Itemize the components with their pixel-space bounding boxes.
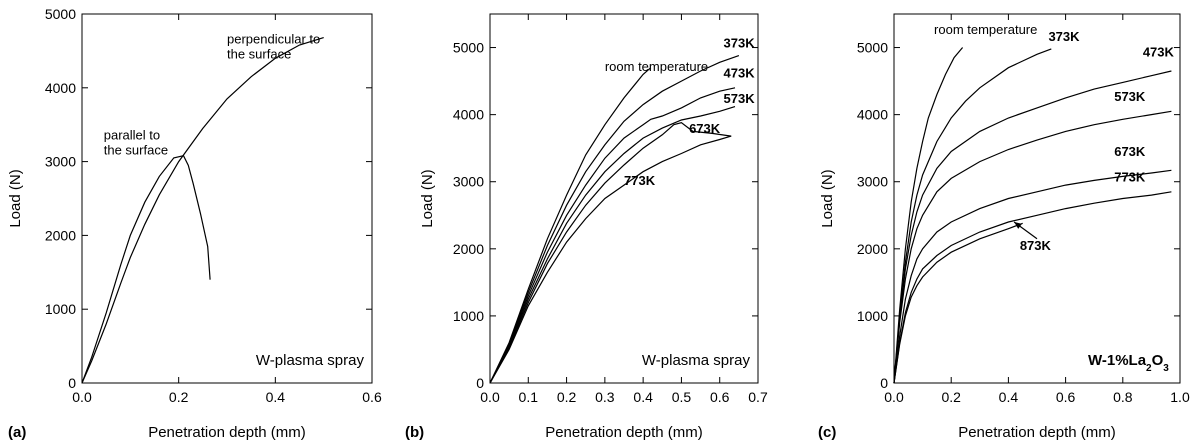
plot-frame xyxy=(489,13,759,384)
curve-annotation: perpendicular to the surface xyxy=(227,32,320,62)
y-tick-label: 2000 xyxy=(857,241,888,257)
series-line-473k xyxy=(893,70,1172,384)
chart-panel-a: 0.0 0.2 0.4 0.6 0 1000 2000 3000 4000 5000 Penetra… xyxy=(7,6,382,441)
y-tick-label: 0 xyxy=(880,375,888,391)
curve-annotation: 473K xyxy=(724,66,756,81)
curve-annotation: 573K xyxy=(1114,89,1146,104)
x-tick-label: 0.2 xyxy=(941,389,961,405)
y-tick-label: 5000 xyxy=(857,40,888,56)
curve-annotation: 773K xyxy=(624,173,656,188)
curve-annotation: 573K xyxy=(724,91,756,106)
y-tick-label: 3000 xyxy=(857,174,888,190)
series-line-673k xyxy=(893,169,1172,384)
x-tick-label: 0.6 xyxy=(362,389,382,405)
series-line-573k xyxy=(489,106,736,384)
y-axis-title: Load (N) xyxy=(819,169,836,227)
chart-panel-c: 0.0 0.2 0.4 0.6 0.8 1.0 0 1000 2000 3000 4000 5000 P… xyxy=(818,13,1190,441)
series-line-873k xyxy=(893,222,1023,384)
x-tick-label: 1.0 xyxy=(1170,389,1190,405)
x-tick-label: 0.1 xyxy=(519,389,539,405)
panel-label: (a) xyxy=(8,424,26,441)
y-tick-label: 3000 xyxy=(453,174,484,190)
x-tick-label: 0.6 xyxy=(710,389,730,405)
x-tick-label: 0.4 xyxy=(999,389,1019,405)
y-axis-title: Load (N) xyxy=(7,169,24,227)
chart-panel-b: 0.0 0.1 0.2 0.3 0.4 0.5 0.6 0.7 0 1000 2000 3000 400… xyxy=(405,13,768,441)
series-line-perpendicular-to-the-surface xyxy=(81,37,324,384)
x-tick-label: 0.3 xyxy=(595,389,615,405)
curve-annotation-line: perpendicular to xyxy=(227,32,320,47)
series-line-473k xyxy=(489,87,736,384)
plot-frame xyxy=(81,13,373,384)
series-line-673k xyxy=(489,122,732,384)
x-axis-title: Penetration depth (mm) xyxy=(148,424,306,441)
series-line-773k xyxy=(489,135,732,384)
inset-label: W-plasma spray xyxy=(642,352,751,369)
x-tick-label: 0.8 xyxy=(1113,389,1133,405)
curve-annotation: 673K xyxy=(1114,144,1146,159)
x-tick-label: 0.7 xyxy=(748,389,768,405)
y-tick-label: 5000 xyxy=(453,40,484,56)
x-tick-label: 0.0 xyxy=(480,389,500,405)
series-line-room-temperature xyxy=(893,47,964,384)
y-tick-label: 1000 xyxy=(45,301,76,317)
curve-annotation: room temperature xyxy=(934,22,1037,37)
curve-annotation: room temperature xyxy=(605,59,708,74)
curve-annotation: 673K xyxy=(689,121,721,136)
series-line-573k xyxy=(893,110,1172,384)
series-line-room-temperature xyxy=(489,67,652,384)
plot-frame xyxy=(893,13,1181,384)
y-tick-label: 1000 xyxy=(857,308,888,324)
curve-annotation-line: the surface xyxy=(227,47,291,62)
x-tick-label: 0.6 xyxy=(1056,389,1076,405)
x-tick-label: 0.5 xyxy=(672,389,692,405)
arrow-head xyxy=(1014,221,1022,229)
curve-annotation: 873K xyxy=(1020,238,1052,253)
y-tick-label: 5000 xyxy=(45,6,76,22)
x-tick-label: 0.4 xyxy=(266,389,286,405)
series-line-parallel-to-the-surface xyxy=(81,155,211,384)
y-tick-label: 4000 xyxy=(453,107,484,123)
y-tick-label: 3000 xyxy=(45,154,76,170)
inset-label: W-plasma spray xyxy=(256,352,365,369)
y-tick-label: 4000 xyxy=(857,107,888,123)
x-axis-title: Penetration depth (mm) xyxy=(545,424,703,441)
curve-annotation: 373K xyxy=(724,36,756,51)
x-tick-label: 0.2 xyxy=(169,389,189,405)
series-line-373k xyxy=(893,48,1052,384)
panel-label: (b) xyxy=(405,424,424,441)
x-axis-title: Penetration depth (mm) xyxy=(958,424,1116,441)
inset-label: W-1%La2O3 xyxy=(1088,352,1169,374)
curve-annotation: 373K xyxy=(1048,29,1080,44)
panel-label: (c) xyxy=(818,424,836,441)
y-tick-label: 2000 xyxy=(453,241,484,257)
y-axis-title: Load (N) xyxy=(419,169,436,227)
y-tick-label: 2000 xyxy=(45,227,76,243)
y-tick-label: 1000 xyxy=(453,308,484,324)
curve-annotation: 773K xyxy=(1114,170,1146,185)
curve-annotation: parallel to the surface xyxy=(104,127,168,157)
x-tick-label: 0.0 xyxy=(884,389,904,405)
y-tick-label: 0 xyxy=(476,375,484,391)
x-tick-label: 0.4 xyxy=(633,389,653,405)
series-line-773k xyxy=(893,191,1172,384)
curve-annotation: 473K xyxy=(1143,44,1175,59)
curve-annotation-line: parallel to xyxy=(104,127,160,142)
x-tick-label: 0.0 xyxy=(72,389,92,405)
y-tick-label: 4000 xyxy=(45,80,76,96)
series-line-373k xyxy=(489,55,740,384)
x-tick-label: 0.2 xyxy=(557,389,577,405)
curve-annotation-line: the surface xyxy=(104,142,168,157)
y-tick-label: 0 xyxy=(68,375,76,391)
